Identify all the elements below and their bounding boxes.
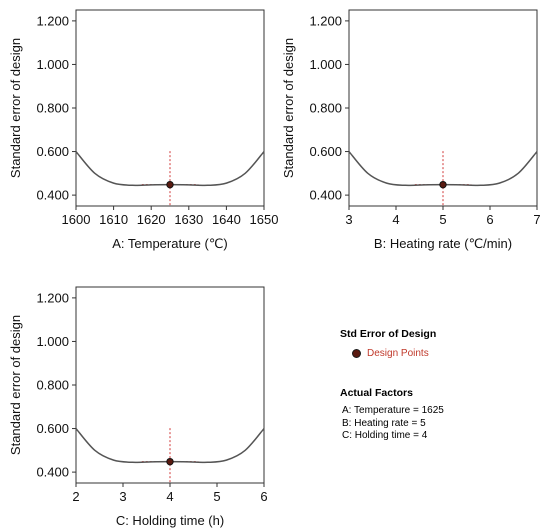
y-tick-label: 0.600 — [36, 144, 69, 159]
x-tick-label: 1610 — [99, 212, 128, 227]
x-tick-label: 5 — [439, 212, 446, 227]
y-tick-label: 1.200 — [36, 13, 69, 28]
y-axis-label: Standard error of design — [8, 315, 23, 455]
x-tick-label: 7 — [533, 212, 540, 227]
y-tick-label: 1.000 — [36, 334, 69, 349]
x-tick-label: 1640 — [212, 212, 241, 227]
x-tick-label: 6 — [486, 212, 493, 227]
factor-c: C: Holding time = 4 — [342, 430, 428, 441]
design-point — [166, 180, 174, 189]
x-tick-label: 2 — [72, 489, 79, 504]
y-tick-label: 0.800 — [309, 101, 342, 116]
y-tick-label: 1.200 — [309, 13, 342, 28]
design-point — [439, 180, 447, 189]
y-tick-label: 0.400 — [309, 188, 342, 203]
x-tick-label: 1650 — [250, 212, 279, 227]
factor-a: A: Temperature = 1625 — [342, 405, 444, 416]
y-axis-label: Standard error of design — [8, 38, 23, 178]
x-tick-label: 3 — [345, 212, 352, 227]
y-tick-label: 0.400 — [36, 188, 69, 203]
x-tick-label: 5 — [213, 489, 220, 504]
factor-b: B: Heating rate = 5 — [342, 417, 426, 429]
y-tick-label: 0.800 — [36, 378, 69, 393]
plot-frame — [75, 9, 265, 207]
x-tick-label: 1600 — [62, 212, 91, 227]
design-point — [166, 457, 174, 466]
chart-panel-1: 0.400 0.600 0.800 1.000 1.200 1600 1610 1620 163… — [8, 9, 279, 251]
x-tick-label: 3 — [119, 489, 126, 504]
actual-factors-title: Actual Factors — [340, 387, 413, 399]
design-point-marker-icon — [352, 349, 361, 358]
legend-title: Std Error of Design — [340, 328, 437, 340]
y-tick-label: 1.000 — [309, 57, 342, 72]
legend: Std Error of Design Design Points Actual… — [340, 328, 540, 443]
plot-frame — [75, 286, 265, 484]
y-tick-label: 0.800 — [36, 101, 69, 116]
legend-item-label: Design Points — [367, 348, 429, 359]
chart-panel-3: 0.400 0.600 0.800 1.000 1.200 2 3 4 5 6 C: Holding… — [8, 286, 268, 528]
y-axis-label: Standard error of design — [281, 38, 296, 178]
y-tick-label: 0.600 — [309, 144, 342, 159]
y-tick-label: 0.400 — [36, 465, 69, 480]
y-tick-label: 0.600 — [36, 421, 69, 436]
x-tick-label: 1630 — [174, 212, 203, 227]
legend-item-design-points: Design Points — [352, 348, 540, 359]
x-tick-label: 4 — [166, 489, 173, 504]
x-axis-label: C: Holding time (h) — [116, 513, 224, 528]
x-tick-label: 4 — [392, 212, 399, 227]
x-tick-label: 1620 — [137, 212, 166, 227]
y-tick-label: 1.200 — [36, 290, 69, 305]
x-tick-label: 6 — [260, 489, 267, 504]
chart-panel-2: 0.400 0.600 0.800 1.000 1.200 3 4 5 6 7 B: Heating… — [281, 9, 541, 251]
y-tick-label: 1.000 — [36, 57, 69, 72]
x-axis-label: A: Temperature (℃) — [112, 236, 228, 251]
x-axis-label: B: Heating rate (℃/min) — [374, 236, 512, 251]
